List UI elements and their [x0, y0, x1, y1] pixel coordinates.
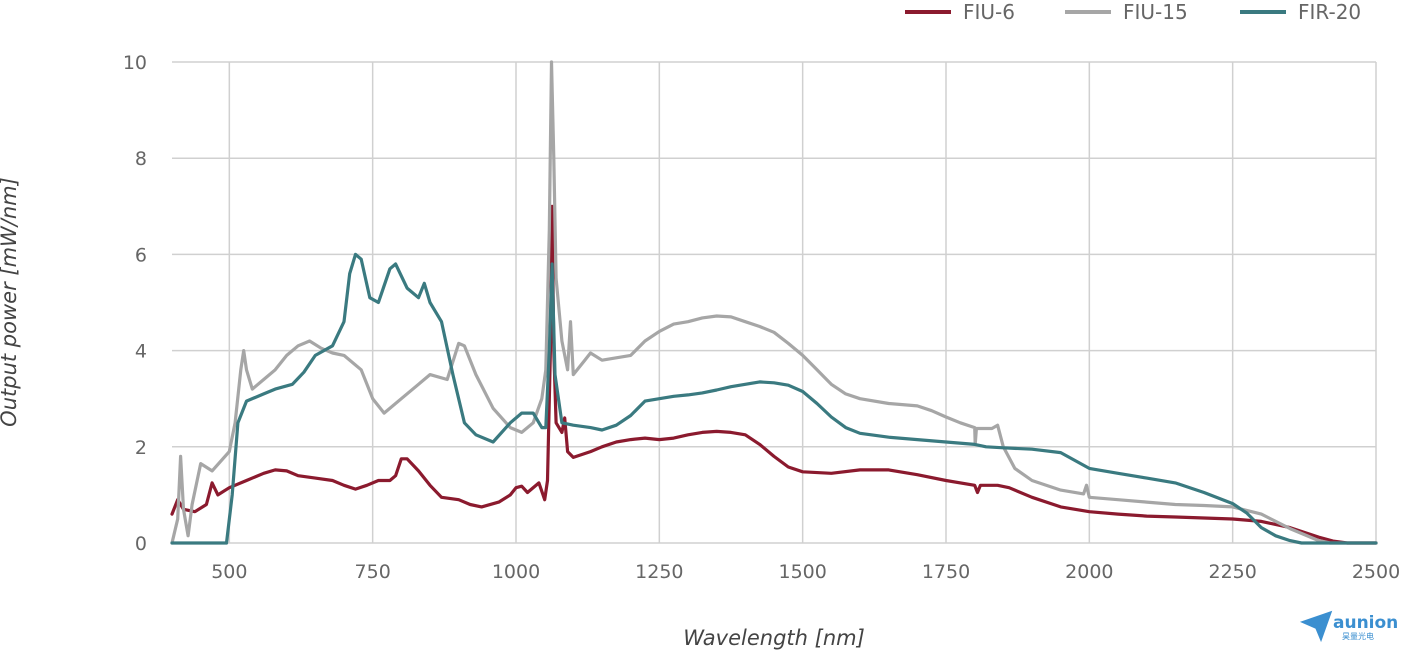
y-tick-label: 10 [123, 52, 147, 74]
series-line-fiu-6 [170, 204, 1378, 545]
series-line-fiu-15 [170, 60, 1378, 545]
x-tick-label: 750 [355, 561, 391, 583]
x-tick-label: 1500 [778, 561, 826, 583]
legend-label: FIR-20 [1298, 0, 1361, 24]
y-tick-label: 0 [135, 533, 147, 555]
grid-lines [172, 61, 1377, 544]
series-line-fir-20 [170, 252, 1378, 545]
series-lines [170, 60, 1378, 545]
x-axis-title: Wavelength [nm] [683, 626, 865, 650]
y-tick-labels: 0 2 4 6 8 10 [123, 52, 147, 555]
x-tick-label: 1250 [635, 561, 683, 583]
y-tick-label: 2 [135, 437, 147, 459]
legend-label: FIU-15 [1123, 0, 1188, 24]
x-tick-label: 2000 [1065, 561, 1113, 583]
x-tick-label: 1750 [922, 561, 970, 583]
legend: FIU-6 FIU-15 FIR-20 [905, 0, 1361, 24]
x-tick-label: 2500 [1352, 561, 1400, 583]
x-tick-label: 500 [211, 561, 247, 583]
logo-subtitle: 昊量光电 [1342, 631, 1374, 641]
y-tick-label: 4 [135, 341, 147, 363]
y-tick-label: 6 [135, 244, 147, 266]
paper-plane-icon [1299, 610, 1333, 643]
y-tick-label: 8 [135, 148, 147, 170]
aunion-logo: aunion 昊量光电 [1299, 610, 1398, 643]
x-tick-label: 1000 [492, 561, 540, 583]
logo-name: aunion [1333, 613, 1398, 633]
y-axis-title: Output power [mW/nm] [0, 177, 21, 427]
legend-label: FIU-6 [963, 0, 1015, 24]
x-tick-labels: 500 750 1000 1250 1500 1750 2000 2250 2500 [211, 561, 1400, 583]
x-tick-label: 2250 [1208, 561, 1256, 583]
